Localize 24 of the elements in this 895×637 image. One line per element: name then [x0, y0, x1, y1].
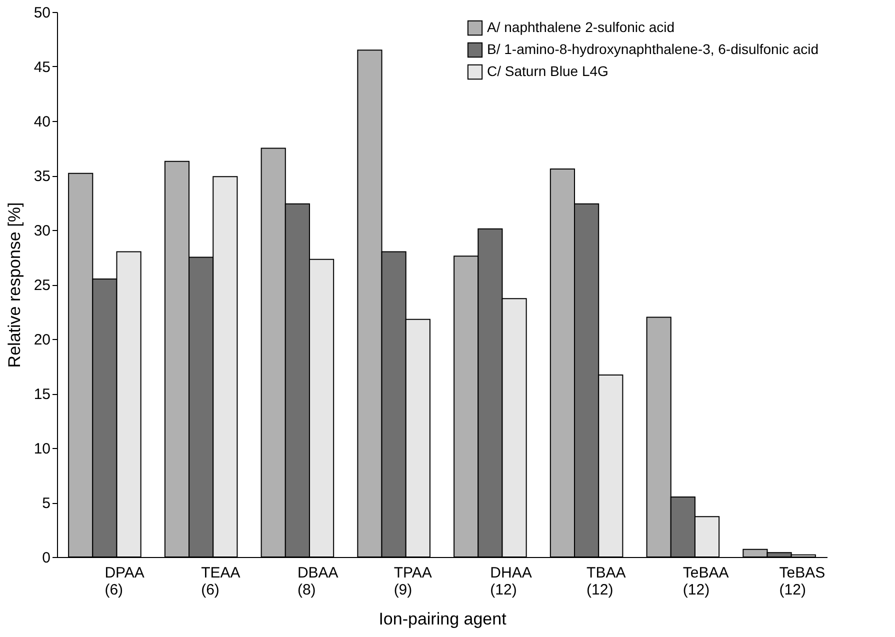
x-axis-title: Ion-pairing agent: [378, 610, 507, 628]
x-tick-label: DHAA (12): [490, 564, 532, 598]
y-tick-label: 20: [34, 332, 50, 348]
x-tick-label: DBAA (8): [297, 564, 338, 598]
x-tick-label: TeBAS (12): [779, 564, 826, 598]
y-tick-label: 30: [34, 222, 50, 240]
y-tick-label: 5: [42, 495, 50, 512]
x-tick-label: TPAA (9): [394, 564, 432, 598]
x-tick-label: TeBAA (12): [682, 564, 729, 598]
y-axis-title: Relative response [%]: [4, 202, 24, 368]
y-tick-label: 0: [42, 550, 50, 566]
legend-label: A/ naphthalene 2-sulfonic acid: [487, 19, 675, 35]
y-tick-label: 35: [34, 168, 50, 185]
y-tick-label: 40: [34, 114, 50, 130]
y-tick-label: 45: [34, 59, 50, 76]
y-tick-label: 10: [34, 440, 50, 458]
x-tick-label: TBAA (12): [586, 564, 626, 598]
x-tick-label: DPAA (6): [104, 564, 144, 598]
y-tick-label: 50: [34, 4, 50, 22]
legend-label: B/ 1-amino-8-hydroxynaphthalene-3, 6-disulfonic acid: [487, 41, 819, 57]
x-tick-label: TEAA (6): [201, 564, 240, 598]
y-tick-label: 25: [34, 277, 50, 294]
legend-label: C/ Saturn Blue L4G: [487, 63, 608, 79]
y-tick-label: 15: [34, 386, 50, 403]
